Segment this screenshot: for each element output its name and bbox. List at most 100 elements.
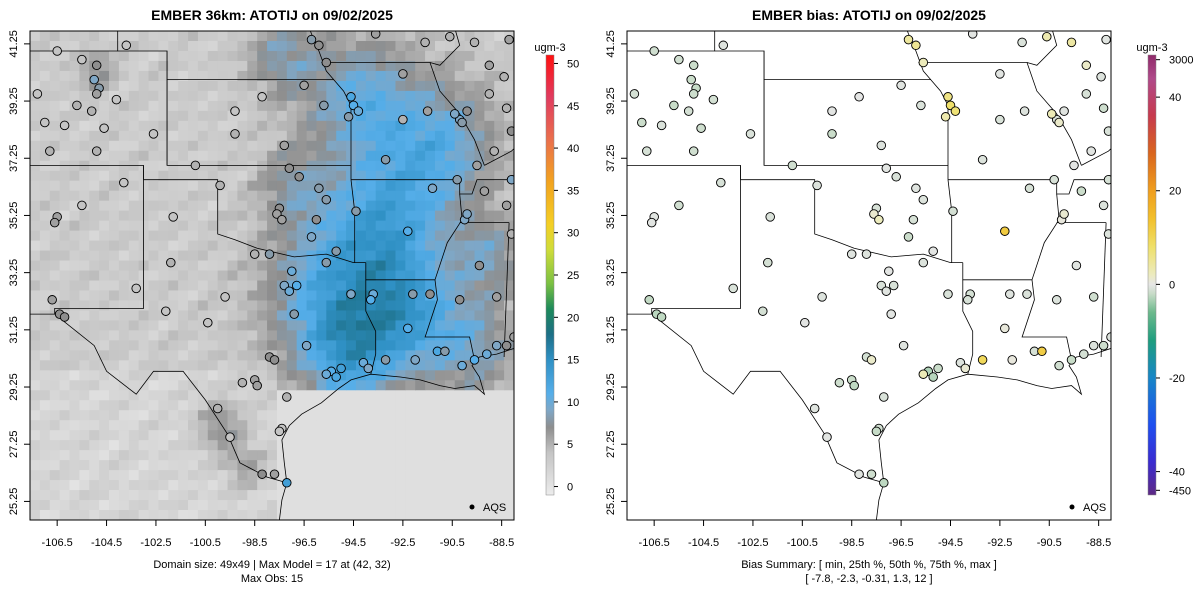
grid-cell bbox=[296, 180, 308, 192]
aqs-site-marker bbox=[449, 109, 460, 119]
grid-cell bbox=[257, 160, 268, 172]
state-border-line bbox=[351, 179, 514, 195]
grid-cell bbox=[296, 60, 308, 72]
grid-cell bbox=[148, 210, 160, 222]
grid-cell bbox=[237, 90, 248, 102]
grid-cell bbox=[276, 390, 288, 401]
grid-cell bbox=[405, 140, 416, 152]
grid-cell bbox=[355, 490, 367, 501]
grid-cell bbox=[109, 370, 120, 381]
grid-cell bbox=[405, 300, 416, 312]
grid-cell bbox=[39, 150, 51, 162]
grid-cell bbox=[257, 300, 268, 312]
grid-cell bbox=[425, 390, 436, 401]
grid-cell bbox=[257, 450, 268, 461]
grid-cell bbox=[464, 40, 476, 52]
grid-cell bbox=[306, 490, 318, 501]
grid-cell bbox=[79, 60, 90, 72]
grid-cell bbox=[395, 350, 406, 361]
grid-cell bbox=[178, 130, 189, 142]
y-tick-label: 31.25 bbox=[605, 316, 617, 344]
x-tick-label: -90.5 bbox=[1037, 537, 1062, 549]
grid-cell bbox=[464, 480, 476, 491]
grid-cell bbox=[207, 180, 219, 192]
grid-cell bbox=[99, 480, 110, 491]
grid-cell bbox=[148, 490, 160, 501]
grid-cell bbox=[385, 330, 397, 341]
grid-cell bbox=[109, 470, 120, 481]
grid-cell bbox=[336, 440, 347, 451]
aqs-site-marker bbox=[977, 154, 988, 165]
grid-cell bbox=[99, 360, 110, 371]
grid-cell bbox=[484, 40, 495, 52]
grid-cell bbox=[227, 90, 239, 102]
grid-cell bbox=[188, 350, 199, 361]
aqs-site-marker bbox=[787, 160, 798, 171]
grid-cell bbox=[128, 360, 140, 371]
grid-cell bbox=[59, 300, 71, 312]
aqs-site-marker bbox=[294, 172, 304, 182]
grid-cell bbox=[39, 180, 51, 192]
grid-cell bbox=[405, 70, 416, 82]
grid-cell bbox=[30, 300, 41, 312]
grid-cell bbox=[365, 120, 377, 132]
aqs-site-marker bbox=[812, 180, 822, 191]
grid-cell bbox=[79, 440, 90, 451]
grid-cell bbox=[415, 260, 426, 272]
grid-cell bbox=[267, 200, 278, 212]
grid-cell bbox=[247, 90, 258, 102]
grid-cell bbox=[257, 60, 268, 72]
grid-cell bbox=[59, 280, 71, 292]
state-border-line bbox=[1021, 193, 1072, 360]
grid-cell bbox=[395, 290, 406, 302]
grid-cell bbox=[316, 400, 327, 411]
map-area bbox=[30, 31, 514, 520]
grid-cell bbox=[207, 440, 219, 451]
grid-cell bbox=[128, 480, 140, 491]
grid-cell bbox=[69, 380, 80, 391]
grid-cell bbox=[227, 500, 239, 511]
grid-cell bbox=[385, 70, 397, 82]
grid-cell bbox=[267, 31, 278, 42]
grid-cell bbox=[346, 200, 357, 212]
grid-cell bbox=[158, 190, 169, 202]
grid-cell bbox=[504, 70, 514, 82]
grid-cell bbox=[444, 340, 456, 351]
grid-cell bbox=[49, 180, 61, 192]
grid-cell bbox=[49, 480, 61, 491]
grid-cell bbox=[118, 250, 130, 262]
aqs-site-marker bbox=[886, 309, 896, 319]
grid-cell bbox=[178, 440, 189, 451]
grid-cell bbox=[375, 150, 387, 162]
grid-cell bbox=[197, 390, 209, 401]
grid-cell bbox=[405, 490, 416, 501]
grid-cell bbox=[79, 240, 90, 252]
grid-cell bbox=[99, 110, 110, 122]
colorbar-tick-label: 25 bbox=[567, 270, 579, 282]
grid-cell bbox=[415, 130, 426, 142]
grid-cell bbox=[494, 140, 505, 152]
grid-cell bbox=[306, 290, 318, 302]
grid-cell bbox=[257, 31, 268, 42]
aqs-site-marker bbox=[469, 355, 480, 365]
grid-cell bbox=[385, 180, 397, 192]
grid-cell bbox=[99, 380, 110, 391]
grid-cell bbox=[59, 410, 71, 421]
grid-cell bbox=[89, 370, 100, 381]
grid-cell bbox=[415, 290, 426, 302]
grid-cell bbox=[30, 240, 41, 252]
grid-cell bbox=[49, 440, 61, 451]
grid-cell bbox=[49, 60, 61, 72]
grid-cell bbox=[59, 60, 71, 72]
grid-cell bbox=[257, 280, 268, 292]
x-tick-label: -98.5 bbox=[242, 537, 267, 549]
grid-cell bbox=[168, 380, 179, 391]
grid-cell bbox=[306, 440, 318, 451]
grid-cell bbox=[385, 440, 397, 451]
grid-cell bbox=[316, 210, 327, 222]
grid-cell bbox=[375, 260, 387, 272]
aqs-site-marker bbox=[1098, 200, 1109, 211]
grid-cell bbox=[69, 180, 80, 192]
grid-cell bbox=[365, 150, 377, 162]
grid-cell bbox=[504, 400, 514, 411]
